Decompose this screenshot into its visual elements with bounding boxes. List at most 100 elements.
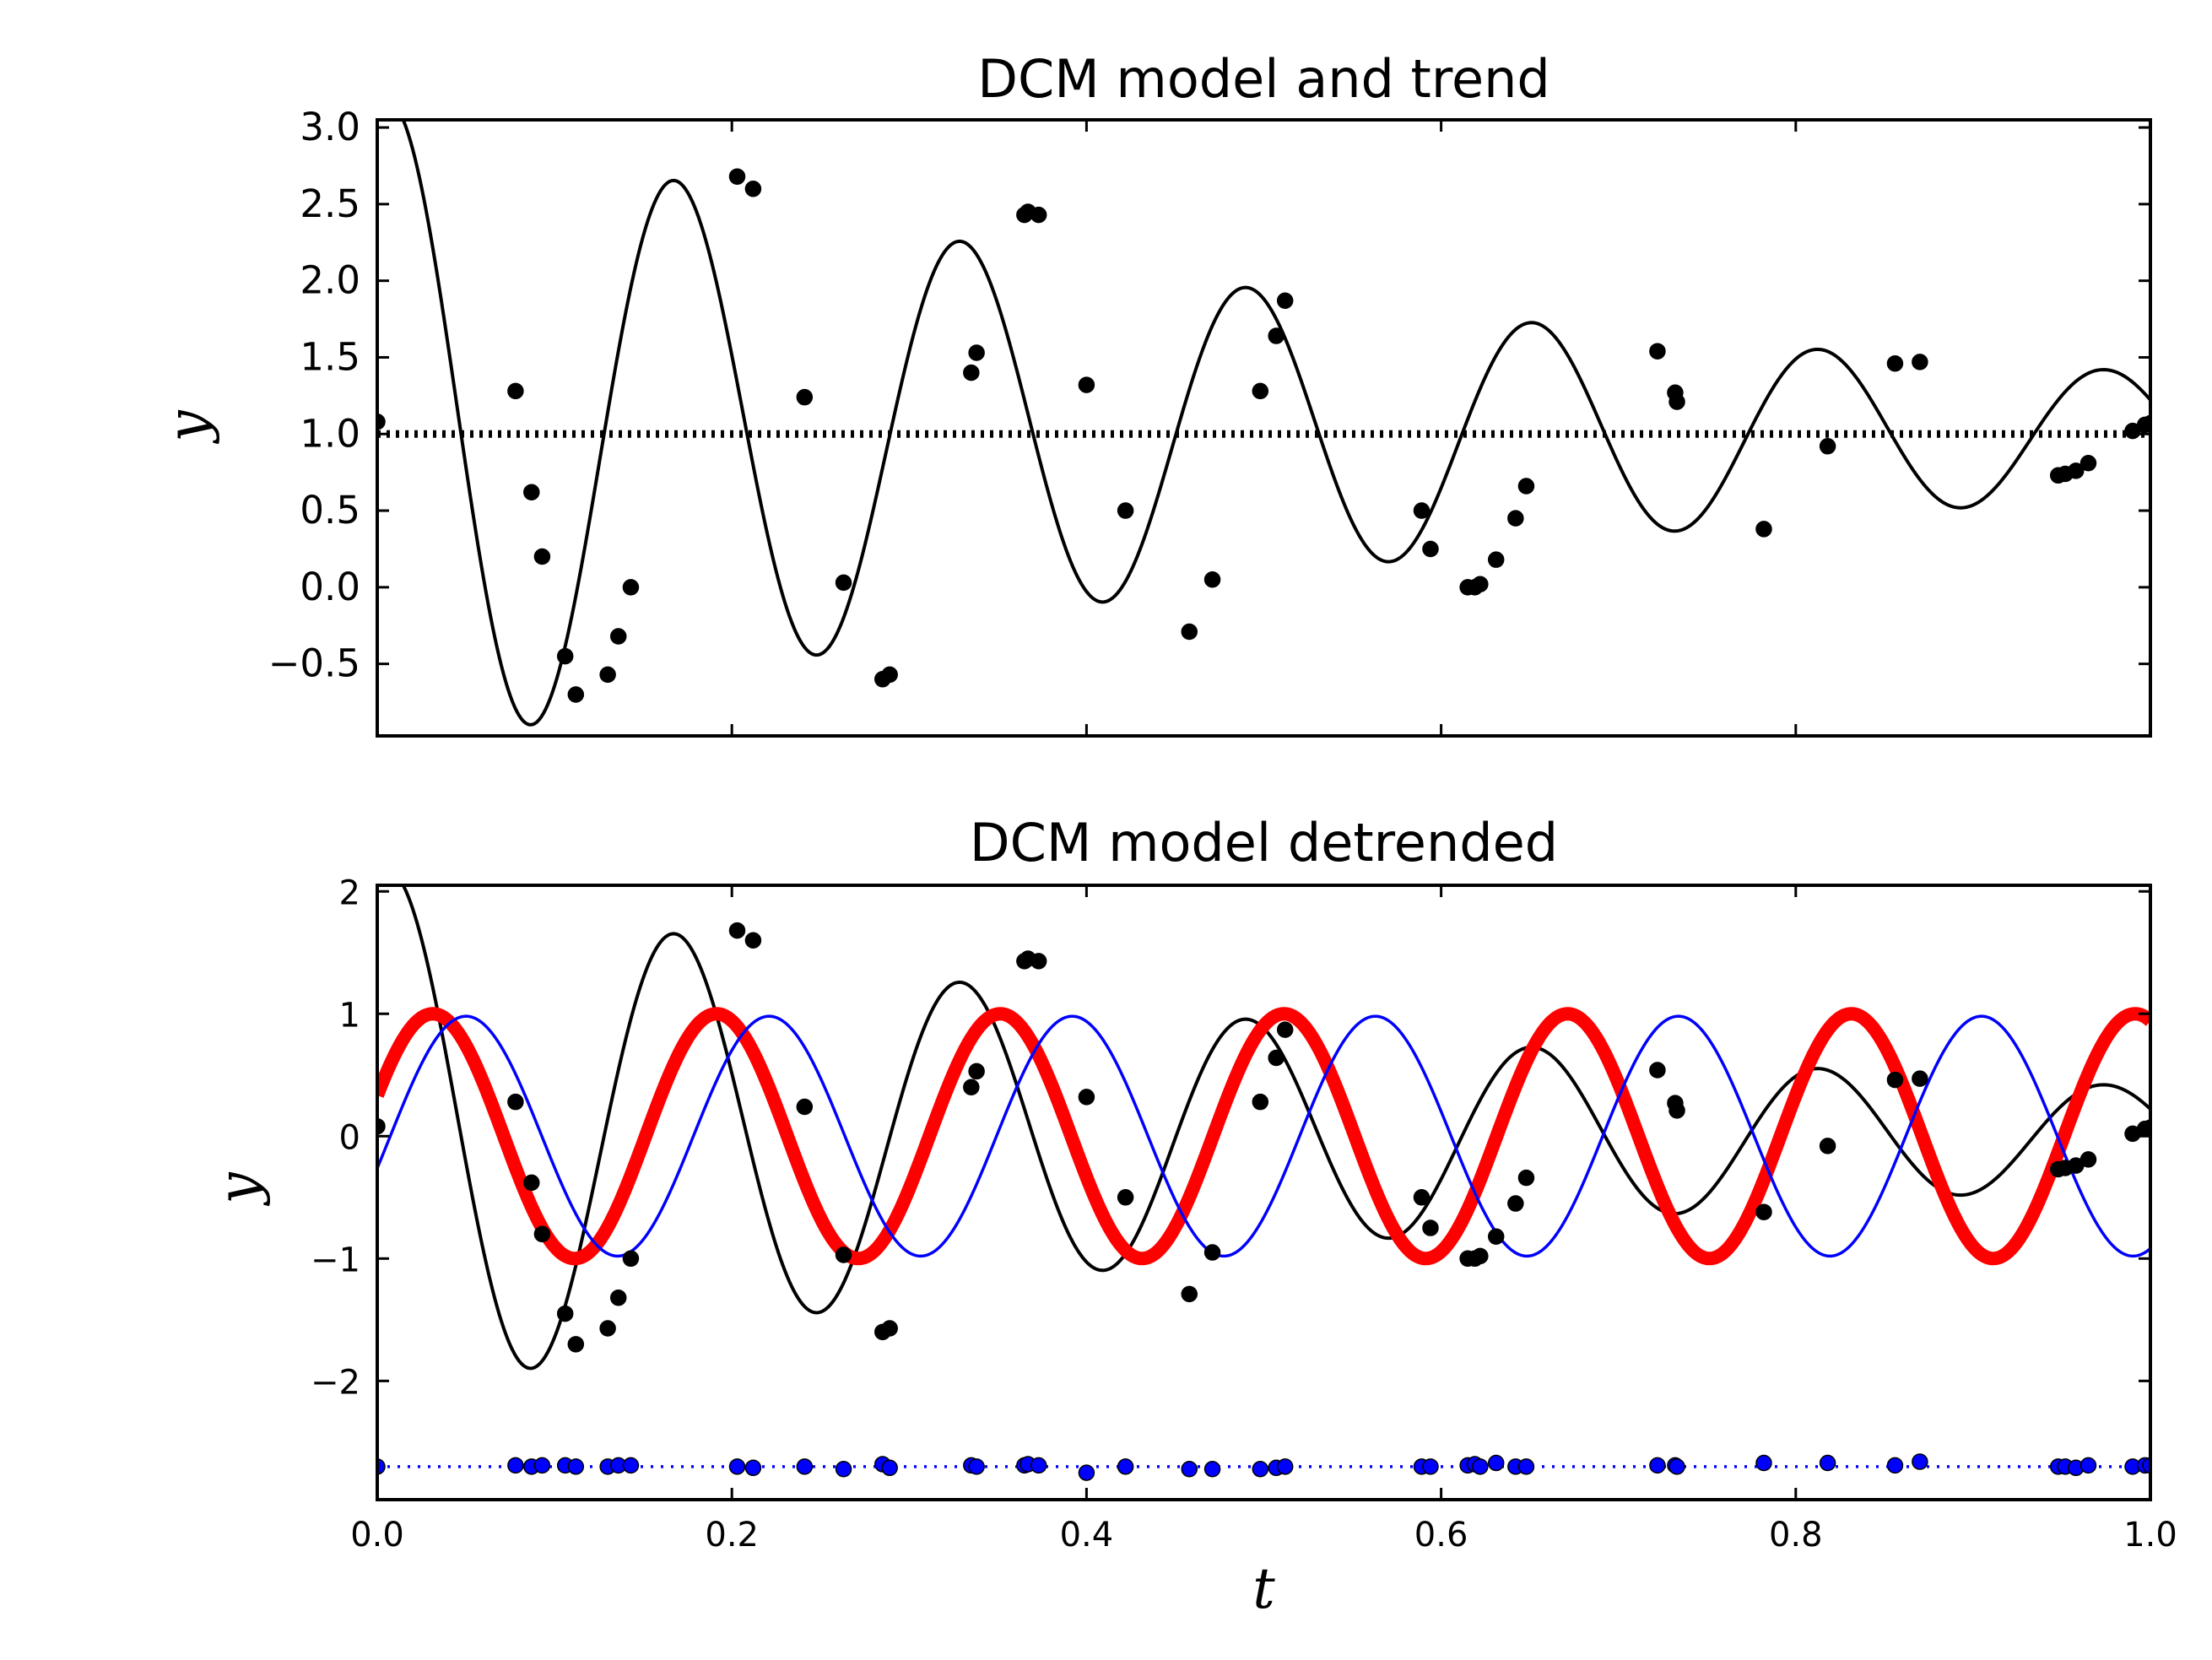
chart-title: DCM model detrended	[970, 812, 1558, 873]
residual-point	[567, 1458, 585, 1475]
y-tick-label: 2.0	[300, 258, 360, 303]
data-point	[1819, 438, 1836, 455]
data-point	[1117, 502, 1134, 519]
residual-point	[835, 1460, 852, 1478]
data-point	[1649, 343, 1666, 360]
data-point	[1203, 571, 1221, 588]
y-axis-label: y	[155, 410, 220, 445]
plot-background	[377, 120, 2150, 736]
data-point	[567, 686, 585, 703]
data-point	[1472, 1247, 1489, 1265]
y-tick-label: 2	[339, 873, 360, 912]
residual-point	[1649, 1457, 1666, 1474]
residual-point	[1276, 1458, 1294, 1475]
data-point	[599, 1320, 616, 1337]
plot-background	[377, 885, 2150, 1500]
data-point	[1030, 206, 1047, 224]
residual-point	[377, 1458, 386, 1475]
data-point	[968, 344, 985, 361]
residual-point	[1819, 1454, 1836, 1472]
residual-point	[2079, 1457, 2097, 1474]
residual-point	[622, 1457, 640, 1474]
residual-point	[744, 1459, 762, 1477]
data-point	[556, 647, 574, 665]
x-tick-label: 0.6	[1414, 1516, 1468, 1555]
data-point	[1517, 478, 1535, 495]
axes-frame	[376, 884, 2152, 1501]
data-point	[796, 388, 814, 406]
y-tick-label: 1.0	[300, 411, 360, 456]
residual-point	[1252, 1460, 1269, 1478]
data-point	[567, 1336, 585, 1353]
data-point	[599, 666, 616, 684]
data-point	[1413, 1189, 1430, 1206]
residual-point	[1422, 1458, 1439, 1475]
data-point	[507, 1093, 524, 1111]
data-point	[963, 364, 980, 381]
residual-point	[1203, 1460, 1221, 1478]
data-point	[968, 1063, 985, 1080]
data-point	[744, 180, 762, 197]
data-point	[1203, 1244, 1221, 1261]
y-tick-label: −1	[311, 1241, 360, 1279]
axes-frame	[376, 118, 2152, 738]
data-point	[1819, 1138, 1836, 1154]
data-point	[1487, 1228, 1505, 1245]
y-tick-label: 3.0	[300, 105, 360, 149]
x-tick-label: 1.0	[2123, 1516, 2177, 1555]
y-tick-label: −0.5	[268, 641, 360, 686]
residual-point	[968, 1458, 985, 1475]
data-point	[622, 1250, 640, 1268]
data-point	[1078, 376, 1095, 393]
data-point	[744, 932, 762, 949]
data-point	[1181, 1285, 1198, 1303]
data-point	[1755, 1203, 1772, 1220]
data-point	[1472, 576, 1489, 592]
chart-title: DCM model and trend	[977, 48, 1550, 110]
data-point	[1181, 623, 1198, 641]
data-point	[533, 548, 551, 565]
data-point	[2142, 1119, 2150, 1136]
data-point	[523, 1174, 540, 1192]
residual-point	[728, 1458, 746, 1475]
data-point	[728, 922, 746, 939]
x-axis-label: t	[1252, 1556, 1275, 1621]
data-point	[609, 1289, 627, 1306]
residual-point	[1472, 1458, 1489, 1475]
residual-point	[1886, 1457, 1904, 1474]
data-point	[1117, 1189, 1134, 1206]
residual-point	[507, 1457, 524, 1474]
data-point	[1668, 393, 1685, 410]
residual-point	[1668, 1458, 1685, 1475]
data-point	[1413, 502, 1430, 519]
x-tick-label: 0.8	[1769, 1516, 1823, 1555]
data-point	[1252, 382, 1269, 400]
residual-point	[1117, 1458, 1134, 1475]
data-point	[1276, 292, 1294, 310]
plot-area-1	[377, 120, 2150, 727]
y-tick-label: 0	[339, 1118, 360, 1157]
residual-point	[1181, 1460, 1198, 1478]
y-tick-label: 1.5	[300, 334, 360, 379]
y-axis-label: y	[206, 1172, 271, 1207]
x-tick-label: 0.2	[705, 1516, 759, 1555]
residual-point	[1487, 1454, 1505, 1472]
lagged-sinusoid-line	[377, 1014, 2150, 1258]
x-tick-label: 0.0	[350, 1516, 404, 1555]
data-point	[377, 413, 386, 430]
data-point	[1422, 1219, 1439, 1236]
y-tick-label: 0.5	[300, 488, 360, 533]
data-point	[1252, 1093, 1269, 1111]
residual-point	[796, 1458, 814, 1475]
data-point	[2068, 462, 2085, 479]
data-point	[622, 579, 640, 596]
data-point	[1886, 1071, 1904, 1089]
data-point	[2079, 1151, 2097, 1168]
residual-point	[1078, 1464, 1095, 1481]
data-point	[835, 574, 852, 592]
data-point	[881, 1320, 898, 1337]
data-point	[1030, 953, 1047, 970]
residual-point	[1755, 1454, 1772, 1472]
data-point	[523, 484, 540, 501]
